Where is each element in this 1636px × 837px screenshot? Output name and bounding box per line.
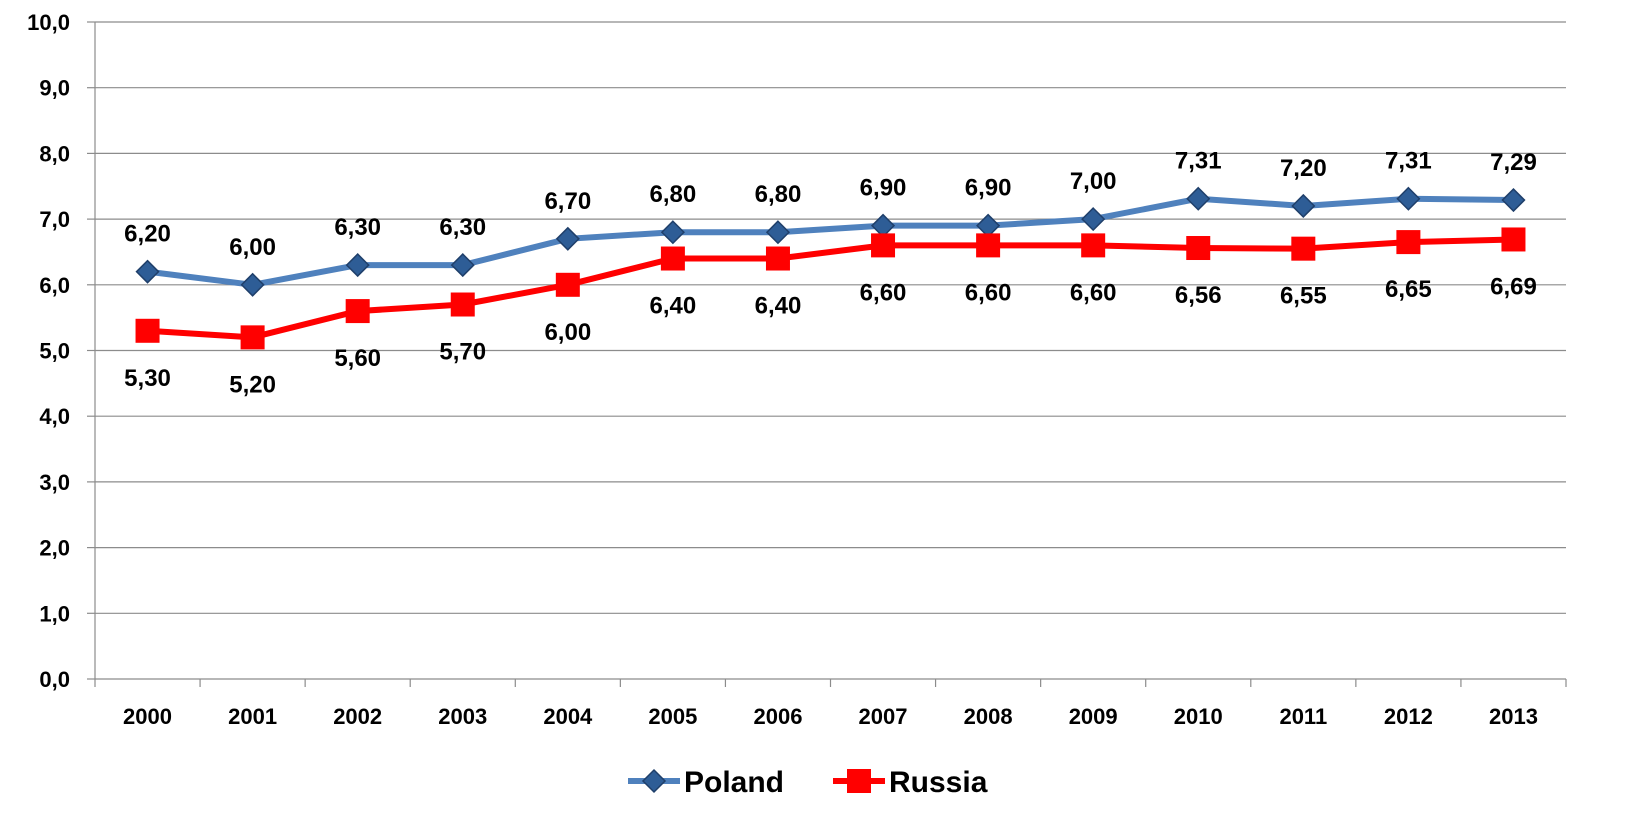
point-russia-2012 <box>1396 230 1421 255</box>
point-poland-2008 <box>976 213 1001 238</box>
series-line-russia <box>144 236 1517 341</box>
data-label-russia: 6,40 <box>650 293 697 320</box>
y-tick-label: 1,0 <box>39 601 70 626</box>
data-label-russia: 5,20 <box>229 371 276 398</box>
x-tick-label: 2010 <box>1174 704 1223 729</box>
y-tick-label: 2,0 <box>39 536 70 561</box>
y-tick-label: 10,0 <box>27 10 70 35</box>
point-russia-2005 <box>660 246 685 271</box>
data-label-russia: 6,60 <box>860 279 907 306</box>
point-poland-2004 <box>555 226 580 251</box>
point-russia-2004 <box>555 272 580 297</box>
data-label-russia: 6,60 <box>965 279 1012 306</box>
legend: Poland Russia <box>628 766 988 799</box>
data-labels: 6,20 6,00 6,30 6,30 6,70 6,80 6,80 6,90 6,90 7,00… <box>124 148 1537 399</box>
data-label-russia: 6,69 <box>1490 273 1537 300</box>
data-label-poland: 6,20 <box>124 221 171 248</box>
x-tick-label: 2007 <box>859 704 908 729</box>
data-label-poland: 6,80 <box>755 181 802 208</box>
point-russia-2006 <box>765 246 790 271</box>
point-russia-2001 <box>240 325 265 350</box>
data-label-russia: 6,65 <box>1385 276 1432 303</box>
gridlines <box>95 21 1566 614</box>
x-tick-label: 2011 <box>1279 704 1327 729</box>
legend-label: Poland <box>684 766 784 799</box>
data-label-poland: 6,90 <box>965 175 1012 202</box>
x-tick-label: 2000 <box>123 704 172 729</box>
data-label-russia: 5,30 <box>124 365 171 392</box>
point-russia-2013 <box>1501 227 1526 252</box>
data-label-poland: 6,30 <box>334 214 381 241</box>
point-russia-2009 <box>1081 233 1106 258</box>
point-poland-2012 <box>1396 186 1421 211</box>
y-tick-label: 6,0 <box>39 273 70 298</box>
legend-item-russia: Russia <box>833 766 988 799</box>
point-poland-2009 <box>1081 207 1106 232</box>
x-tick-label: 2012 <box>1384 704 1433 729</box>
x-tick-label: 2013 <box>1489 704 1538 729</box>
legend-item-poland: Poland <box>628 766 784 799</box>
data-label-russia: 5,70 <box>439 339 486 366</box>
point-russia-2000 <box>135 318 160 343</box>
data-label-russia: 6,56 <box>1175 282 1222 309</box>
point-poland-2010 <box>1186 186 1211 211</box>
point-russia-2010 <box>1186 236 1211 261</box>
point-poland-2001 <box>240 272 265 297</box>
y-tick-label: 3,0 <box>39 470 70 495</box>
x-tick-label: 2002 <box>333 704 382 729</box>
data-label-russia: 6,00 <box>544 319 591 346</box>
y-tick-label: 9,0 <box>39 76 70 101</box>
y-tick-label: 5,0 <box>39 339 70 364</box>
point-russia-2003 <box>450 292 475 317</box>
x-tick-label: 2004 <box>543 704 593 729</box>
y-tick-label: 0,0 <box>39 667 70 692</box>
data-label-poland: 7,20 <box>1280 155 1327 182</box>
point-russia-2007 <box>871 233 896 258</box>
x-tick-label: 2003 <box>438 704 487 729</box>
data-label-poland: 6,70 <box>544 188 591 215</box>
y-tick-label: 4,0 <box>39 404 70 429</box>
point-poland-2000 <box>135 259 160 284</box>
x-tick-label: 2008 <box>964 704 1013 729</box>
data-label-poland: 6,30 <box>439 214 486 241</box>
data-label-poland: 7,31 <box>1385 148 1432 175</box>
x-tick-label: 2005 <box>648 704 697 729</box>
point-poland-2005 <box>660 220 685 245</box>
data-label-poland: 7,29 <box>1490 149 1537 176</box>
x-tick-label: 2001 <box>228 704 277 729</box>
x-tick-label: 2006 <box>753 704 802 729</box>
point-poland-2013 <box>1501 187 1526 213</box>
data-label-poland: 7,00 <box>1070 168 1117 195</box>
point-poland-2007 <box>870 213 896 238</box>
data-label-poland: 6,00 <box>229 234 276 261</box>
point-russia-2002 <box>345 299 370 324</box>
legend-marker <box>641 768 667 794</box>
data-label-poland: 6,90 <box>860 175 907 202</box>
y-tick-label: 8,0 <box>39 141 70 166</box>
point-russia-2008 <box>976 233 1001 258</box>
x-tick-label: 2009 <box>1069 704 1118 729</box>
point-russia-2011 <box>1291 236 1316 261</box>
series <box>135 186 1526 350</box>
data-label-russia: 5,60 <box>334 345 381 372</box>
axes: 0,0 1,0 2,0 3,0 4,0 5,0 6,0 7,0 8,0 9,0 10,0 2000 20… <box>27 10 1567 729</box>
data-label-russia: 6,40 <box>755 293 802 320</box>
legend-label: Russia <box>889 766 988 799</box>
legend-marker <box>847 769 871 793</box>
point-poland-2011 <box>1291 193 1316 219</box>
data-label-russia: 6,55 <box>1280 283 1327 310</box>
point-poland-2006 <box>765 220 791 245</box>
y-tick-label: 7,0 <box>39 207 70 232</box>
data-label-poland: 6,80 <box>650 181 697 208</box>
data-label-russia: 6,60 <box>1070 279 1117 306</box>
series-line-poland <box>144 195 1517 288</box>
data-label-poland: 7,31 <box>1175 148 1222 175</box>
point-poland-2003 <box>450 253 475 278</box>
point-poland-2002 <box>345 253 370 278</box>
